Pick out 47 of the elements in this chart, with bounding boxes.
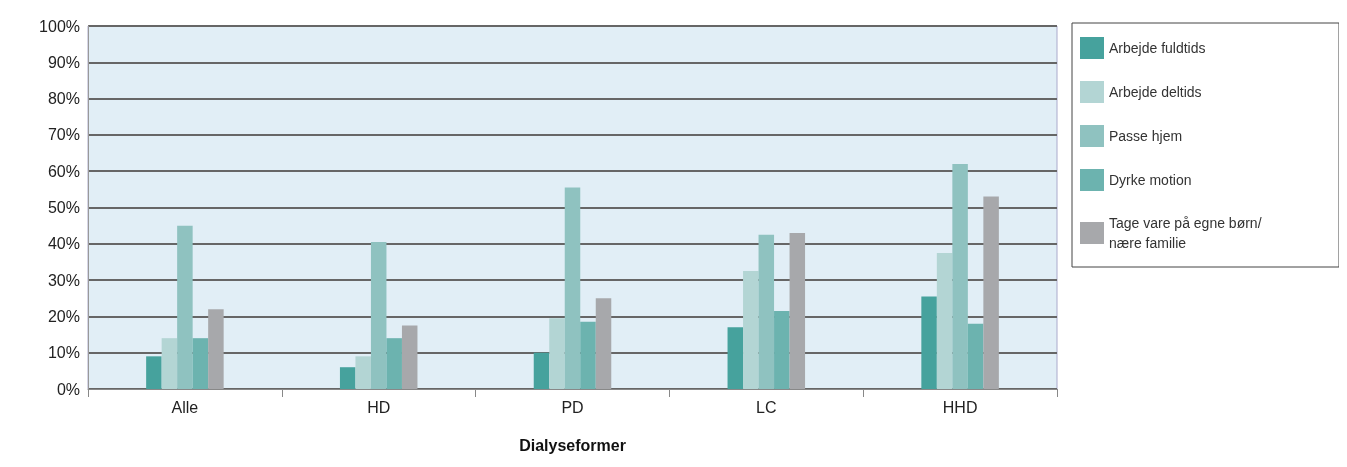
y-tick-label: 20% xyxy=(47,307,80,325)
x-tick-label: LC xyxy=(756,398,777,416)
bar xyxy=(549,318,565,389)
bar xyxy=(177,225,193,389)
bar xyxy=(936,252,953,389)
y-tick-label: 40% xyxy=(47,235,80,253)
y-tick-label: 60% xyxy=(47,162,80,180)
bar xyxy=(580,321,596,389)
bar xyxy=(564,187,581,389)
bar xyxy=(533,352,550,389)
bar xyxy=(161,338,178,389)
bar xyxy=(386,338,402,389)
bar xyxy=(983,196,999,389)
legend-label: Arbejde fuldtids xyxy=(1109,40,1206,56)
bar xyxy=(758,234,775,389)
bar xyxy=(743,271,759,389)
bar xyxy=(595,298,612,389)
x-axis-title: Dialyseformer xyxy=(519,436,626,454)
x-tick-label: Alle xyxy=(171,398,199,416)
y-tick-label: 50% xyxy=(47,199,80,216)
bar xyxy=(146,356,162,389)
bar xyxy=(192,338,209,389)
bar xyxy=(370,241,387,389)
y-tick-label: 80% xyxy=(47,90,80,108)
bar xyxy=(355,356,371,389)
legend-label: Dyrke motion xyxy=(1109,172,1192,188)
bar xyxy=(921,296,937,389)
legend-label: Tage vare på egne børn/ nære familie xyxy=(1109,215,1266,251)
bar xyxy=(208,309,224,389)
y-tick-label: 90% xyxy=(47,53,80,71)
x-tick-label: HHD xyxy=(942,398,978,416)
legend-label: Passe hjem xyxy=(1109,128,1183,144)
x-tick-label: HD xyxy=(367,398,391,416)
bar xyxy=(967,323,984,389)
bar xyxy=(401,325,418,389)
x-tick-label: PD xyxy=(561,398,584,416)
y-tick-label: 30% xyxy=(47,271,80,289)
bar xyxy=(727,327,744,389)
bar xyxy=(774,310,790,389)
y-tick-label: 0% xyxy=(56,380,80,398)
bar xyxy=(952,163,968,389)
y-tick-label: 70% xyxy=(47,126,80,144)
legend-label: Arbejde deltids xyxy=(1109,84,1202,100)
y-tick-label: 10% xyxy=(47,344,80,362)
bar xyxy=(339,367,356,389)
y-tick-label: 100% xyxy=(39,17,80,35)
bar xyxy=(789,232,806,389)
